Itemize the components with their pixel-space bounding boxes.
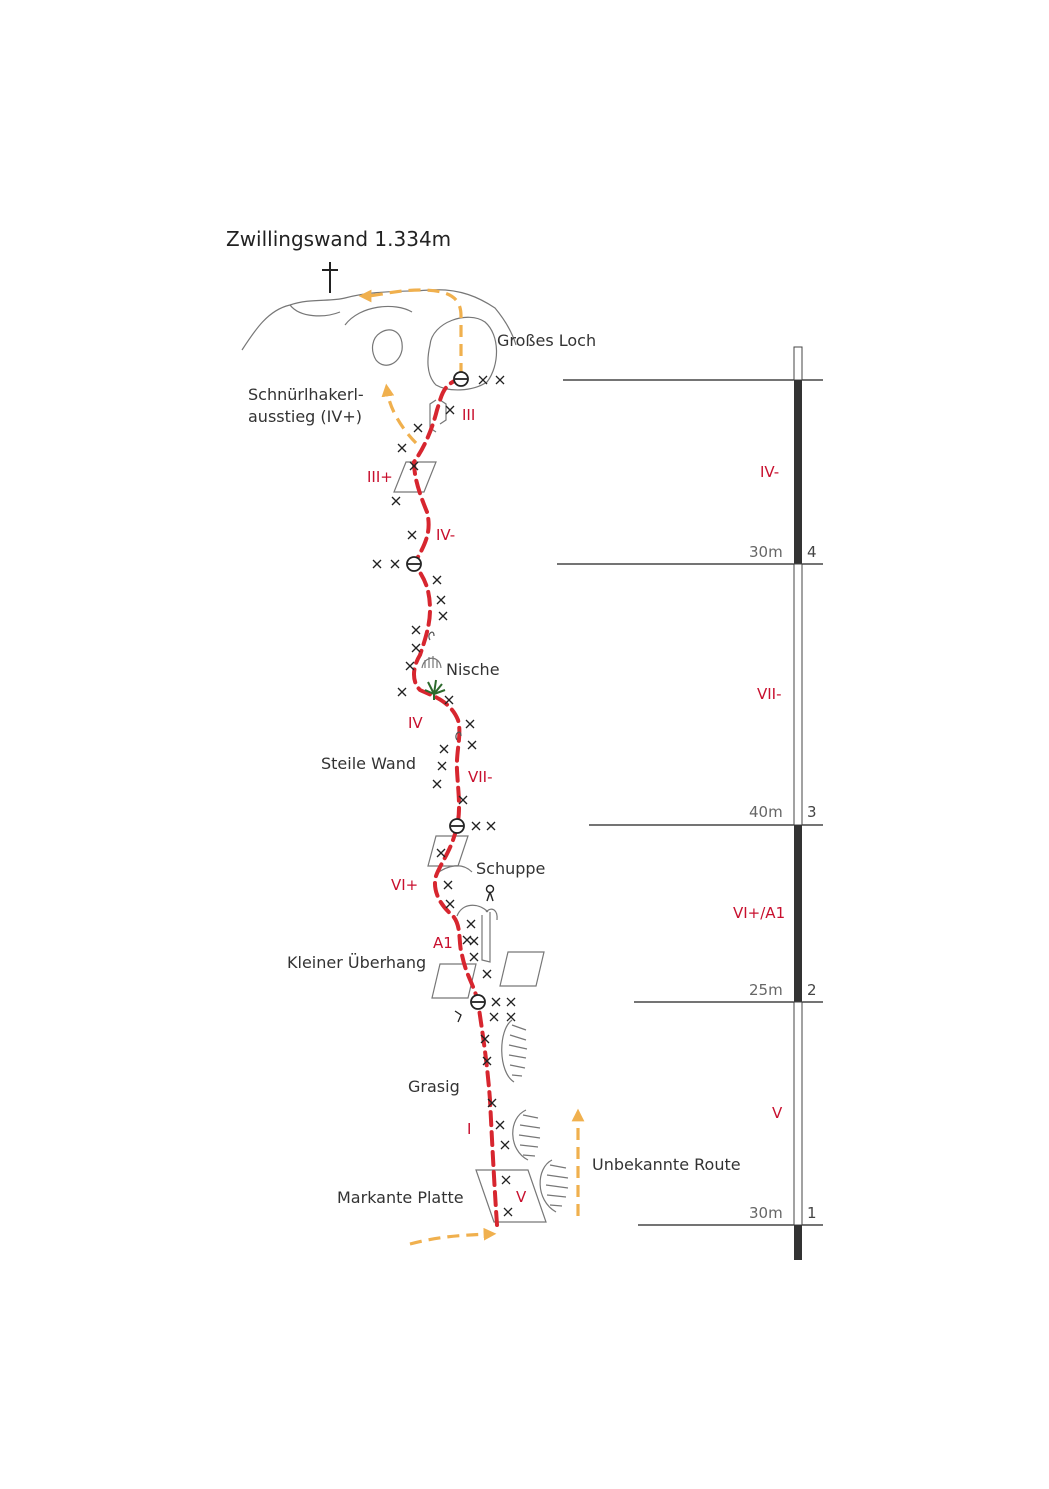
schnuerlhakerl-variant-arrow	[381, 383, 418, 445]
bolt-icon	[458, 795, 468, 805]
bolt-icon	[480, 1034, 490, 1044]
pitch-1-grade: V	[772, 1104, 783, 1122]
bolt-icon	[407, 530, 417, 540]
bolt-icon	[486, 821, 496, 831]
bolt-icon	[445, 405, 455, 415]
pitch-4-length: 30m	[749, 543, 783, 561]
label-grosses-loch: Großes Loch	[497, 331, 596, 350]
bolt-icon	[432, 575, 442, 585]
bolt-icon	[495, 1120, 505, 1130]
route-grade-IVminus: IV-	[436, 526, 455, 544]
bolt-icon	[397, 443, 407, 453]
belay-station-icon	[449, 818, 465, 834]
route-grade-III: III	[462, 406, 475, 424]
bolt-icon	[436, 595, 446, 605]
bolt-icon	[390, 559, 400, 569]
approach-arrow	[409, 1227, 497, 1246]
pitch-1-length: 30m	[749, 1204, 783, 1222]
piton-icon	[455, 731, 462, 741]
bolt-icon	[500, 1140, 510, 1150]
bolt-icon	[467, 740, 477, 750]
label-unbekannte-route: Unbekannte Route	[592, 1155, 741, 1174]
wall-title: Zwillingswand 1.334m	[226, 227, 451, 251]
bolt-icon	[478, 375, 488, 385]
bolt-icon	[409, 461, 419, 471]
piton-icon	[485, 884, 495, 902]
bolt-icon	[469, 952, 479, 962]
route-grade-IV: IV	[408, 714, 423, 732]
bolt-icon	[503, 1207, 513, 1217]
route-grade-VIplus: VI+	[391, 876, 418, 894]
summit-ridge	[241, 289, 517, 391]
piton-icon	[428, 631, 435, 641]
pitch-3-number: 3	[807, 803, 817, 821]
bolt-icon	[471, 821, 481, 831]
bolt-icon	[501, 1175, 511, 1185]
piton-icon	[454, 1010, 462, 1023]
bolt-icon	[482, 969, 492, 979]
bolt-icon	[405, 661, 415, 671]
bolt-icon	[391, 496, 401, 506]
route-grade-VIIminus: VII-	[468, 768, 493, 786]
bolt-icon	[462, 935, 472, 945]
label-kleiner-ueberhang: Kleiner Überhang	[287, 953, 426, 972]
bolt-icon	[482, 1056, 492, 1066]
bolt-icon	[443, 880, 453, 890]
bolt-icon	[445, 899, 455, 909]
route-grade-A1: A1	[433, 934, 453, 952]
bolt-icon	[506, 997, 516, 1007]
label-nische: Nische	[446, 660, 500, 679]
bolt-icon	[372, 559, 382, 569]
bolt-icon	[491, 997, 501, 1007]
route-grade-I: I	[467, 1120, 471, 1138]
belay-station-icon	[406, 556, 422, 572]
bolt-icon	[438, 611, 448, 621]
pitch-2-grade: VI+/A1	[733, 904, 785, 922]
bolt-icon	[487, 1098, 497, 1108]
bolt-icon	[495, 375, 505, 385]
route-grade-V: V	[516, 1188, 527, 1206]
label-schnuerlhakerl-2: ausstieg (IV+)	[248, 407, 362, 426]
belay-station-icon	[470, 994, 486, 1010]
pitch-4-grade: IV-	[760, 463, 779, 481]
bolt-icon	[506, 1012, 516, 1022]
bolt-icon	[411, 625, 421, 635]
bolt-icon	[444, 695, 454, 705]
pitch-3-length: 40m	[749, 803, 783, 821]
pitch-4-number: 4	[807, 543, 817, 561]
bolt-icon	[432, 779, 442, 789]
label-schuppe: Schuppe	[476, 859, 545, 878]
route-grade-IIIplus: III+	[367, 468, 393, 486]
pitch-scale-bar	[793, 346, 803, 1260]
pitch-2-length: 25m	[749, 981, 783, 999]
bolt-icon	[469, 936, 479, 946]
label-grasig: Grasig	[408, 1077, 460, 1096]
main-route-line	[411, 376, 499, 1227]
bolt-icon	[466, 919, 476, 929]
bolt-icon	[437, 761, 447, 771]
bolt-icon	[436, 848, 446, 858]
bolt-icon	[465, 719, 475, 729]
label-markante-platte: Markante Platte	[337, 1188, 464, 1207]
pitch-2-number: 2	[807, 981, 817, 999]
belay-station-icon	[453, 371, 469, 387]
bolt-markers	[372, 375, 516, 1217]
pitch-1-number: 1	[807, 1204, 817, 1222]
bolt-icon	[411, 643, 421, 653]
tree-icon	[424, 679, 446, 700]
label-schnuerlhakerl-1: Schnürlhakerl-	[248, 385, 364, 404]
pitch-3-grade: VII-	[757, 685, 782, 703]
summit-cross-icon	[322, 262, 338, 293]
bolt-icon	[397, 687, 407, 697]
exit-variant-arrow	[358, 288, 463, 375]
bolt-icon	[439, 744, 449, 754]
label-steile-wand: Steile Wand	[321, 754, 416, 773]
bolt-icon	[413, 423, 423, 433]
rock-features	[393, 399, 569, 1223]
bolt-icon	[489, 1012, 499, 1022]
